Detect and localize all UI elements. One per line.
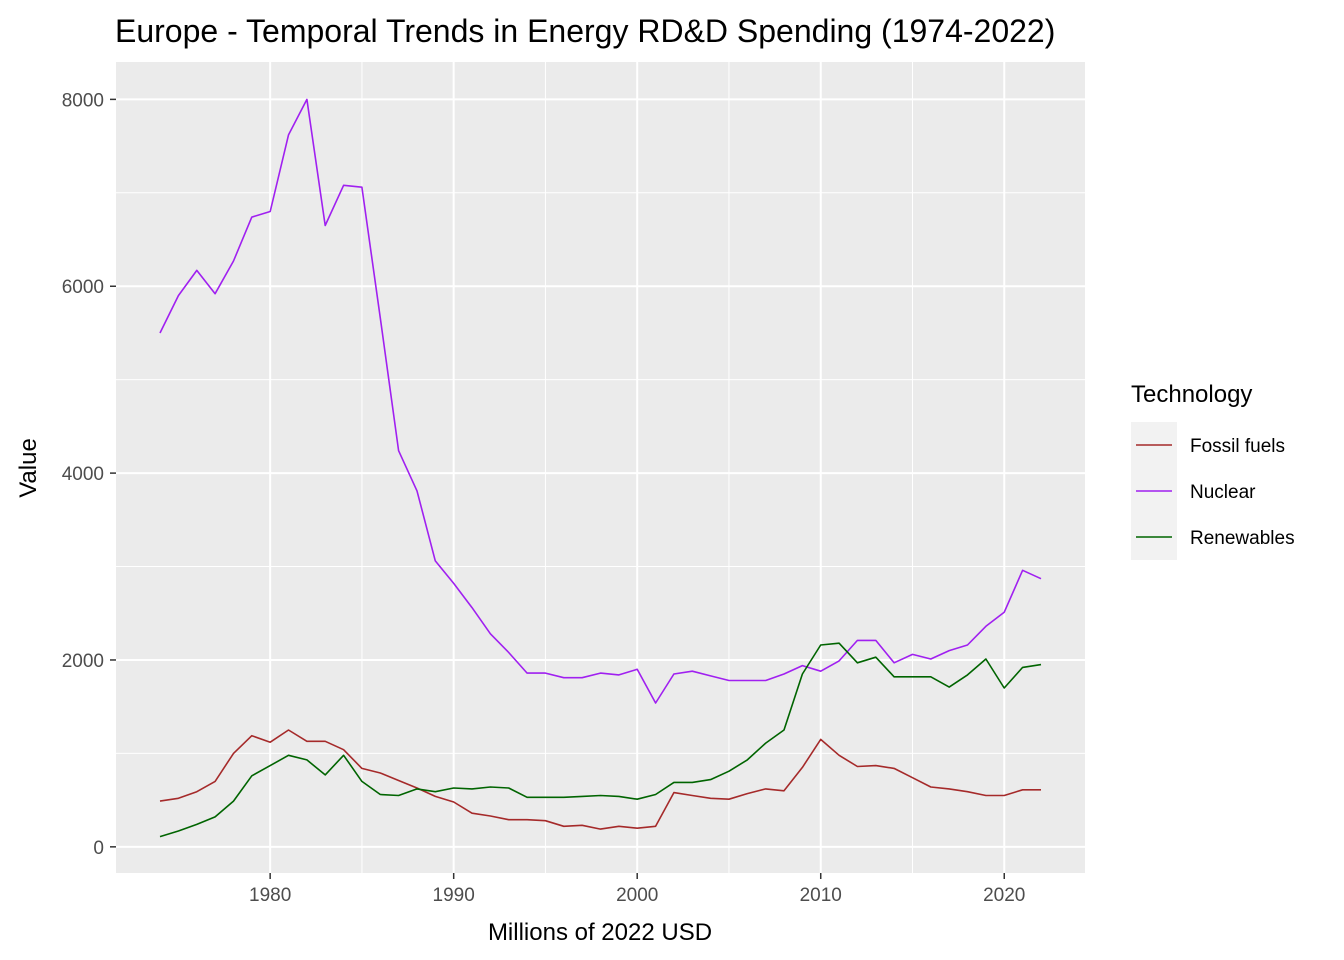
grid-lines <box>116 62 1085 873</box>
y-axis: 0 2000 4000 6000 8000 <box>62 90 116 859</box>
plot-panel <box>116 62 1085 873</box>
y-tick-label: 8000 <box>62 90 104 111</box>
x-tick-label: 2000 <box>616 885 658 906</box>
series-line-renewables <box>159 642 1042 838</box>
x-axis: 1980 1990 2000 2010 2020 <box>249 873 1025 906</box>
data-lines <box>159 98 1042 838</box>
legend-label: Fossil fuels <box>1190 436 1285 457</box>
y-tick-label: 4000 <box>62 464 104 485</box>
x-tick-label: 1990 <box>433 885 475 906</box>
x-tick-label: 2010 <box>800 885 842 906</box>
series-line-nuclear <box>159 98 1042 704</box>
legend-label: Nuclear <box>1190 482 1256 503</box>
y-axis-title: Value <box>15 438 42 498</box>
chart-title: Europe - Temporal Trends in Energy RD&D … <box>115 13 1055 49</box>
legend: Technology Fossil fuels Nuclear Renewables <box>1131 381 1295 560</box>
x-axis-title: Millions of 2022 USD <box>488 919 712 946</box>
legend-title: Technology <box>1131 381 1252 408</box>
y-tick-label: 2000 <box>62 651 104 672</box>
y-tick-label: 6000 <box>62 277 104 298</box>
y-tick-label: 0 <box>93 838 104 859</box>
x-tick-label: 1980 <box>249 885 291 906</box>
legend-label: Renewables <box>1190 528 1295 549</box>
x-tick-label: 2020 <box>983 885 1025 906</box>
series-line-fossil-fuels <box>159 729 1041 830</box>
